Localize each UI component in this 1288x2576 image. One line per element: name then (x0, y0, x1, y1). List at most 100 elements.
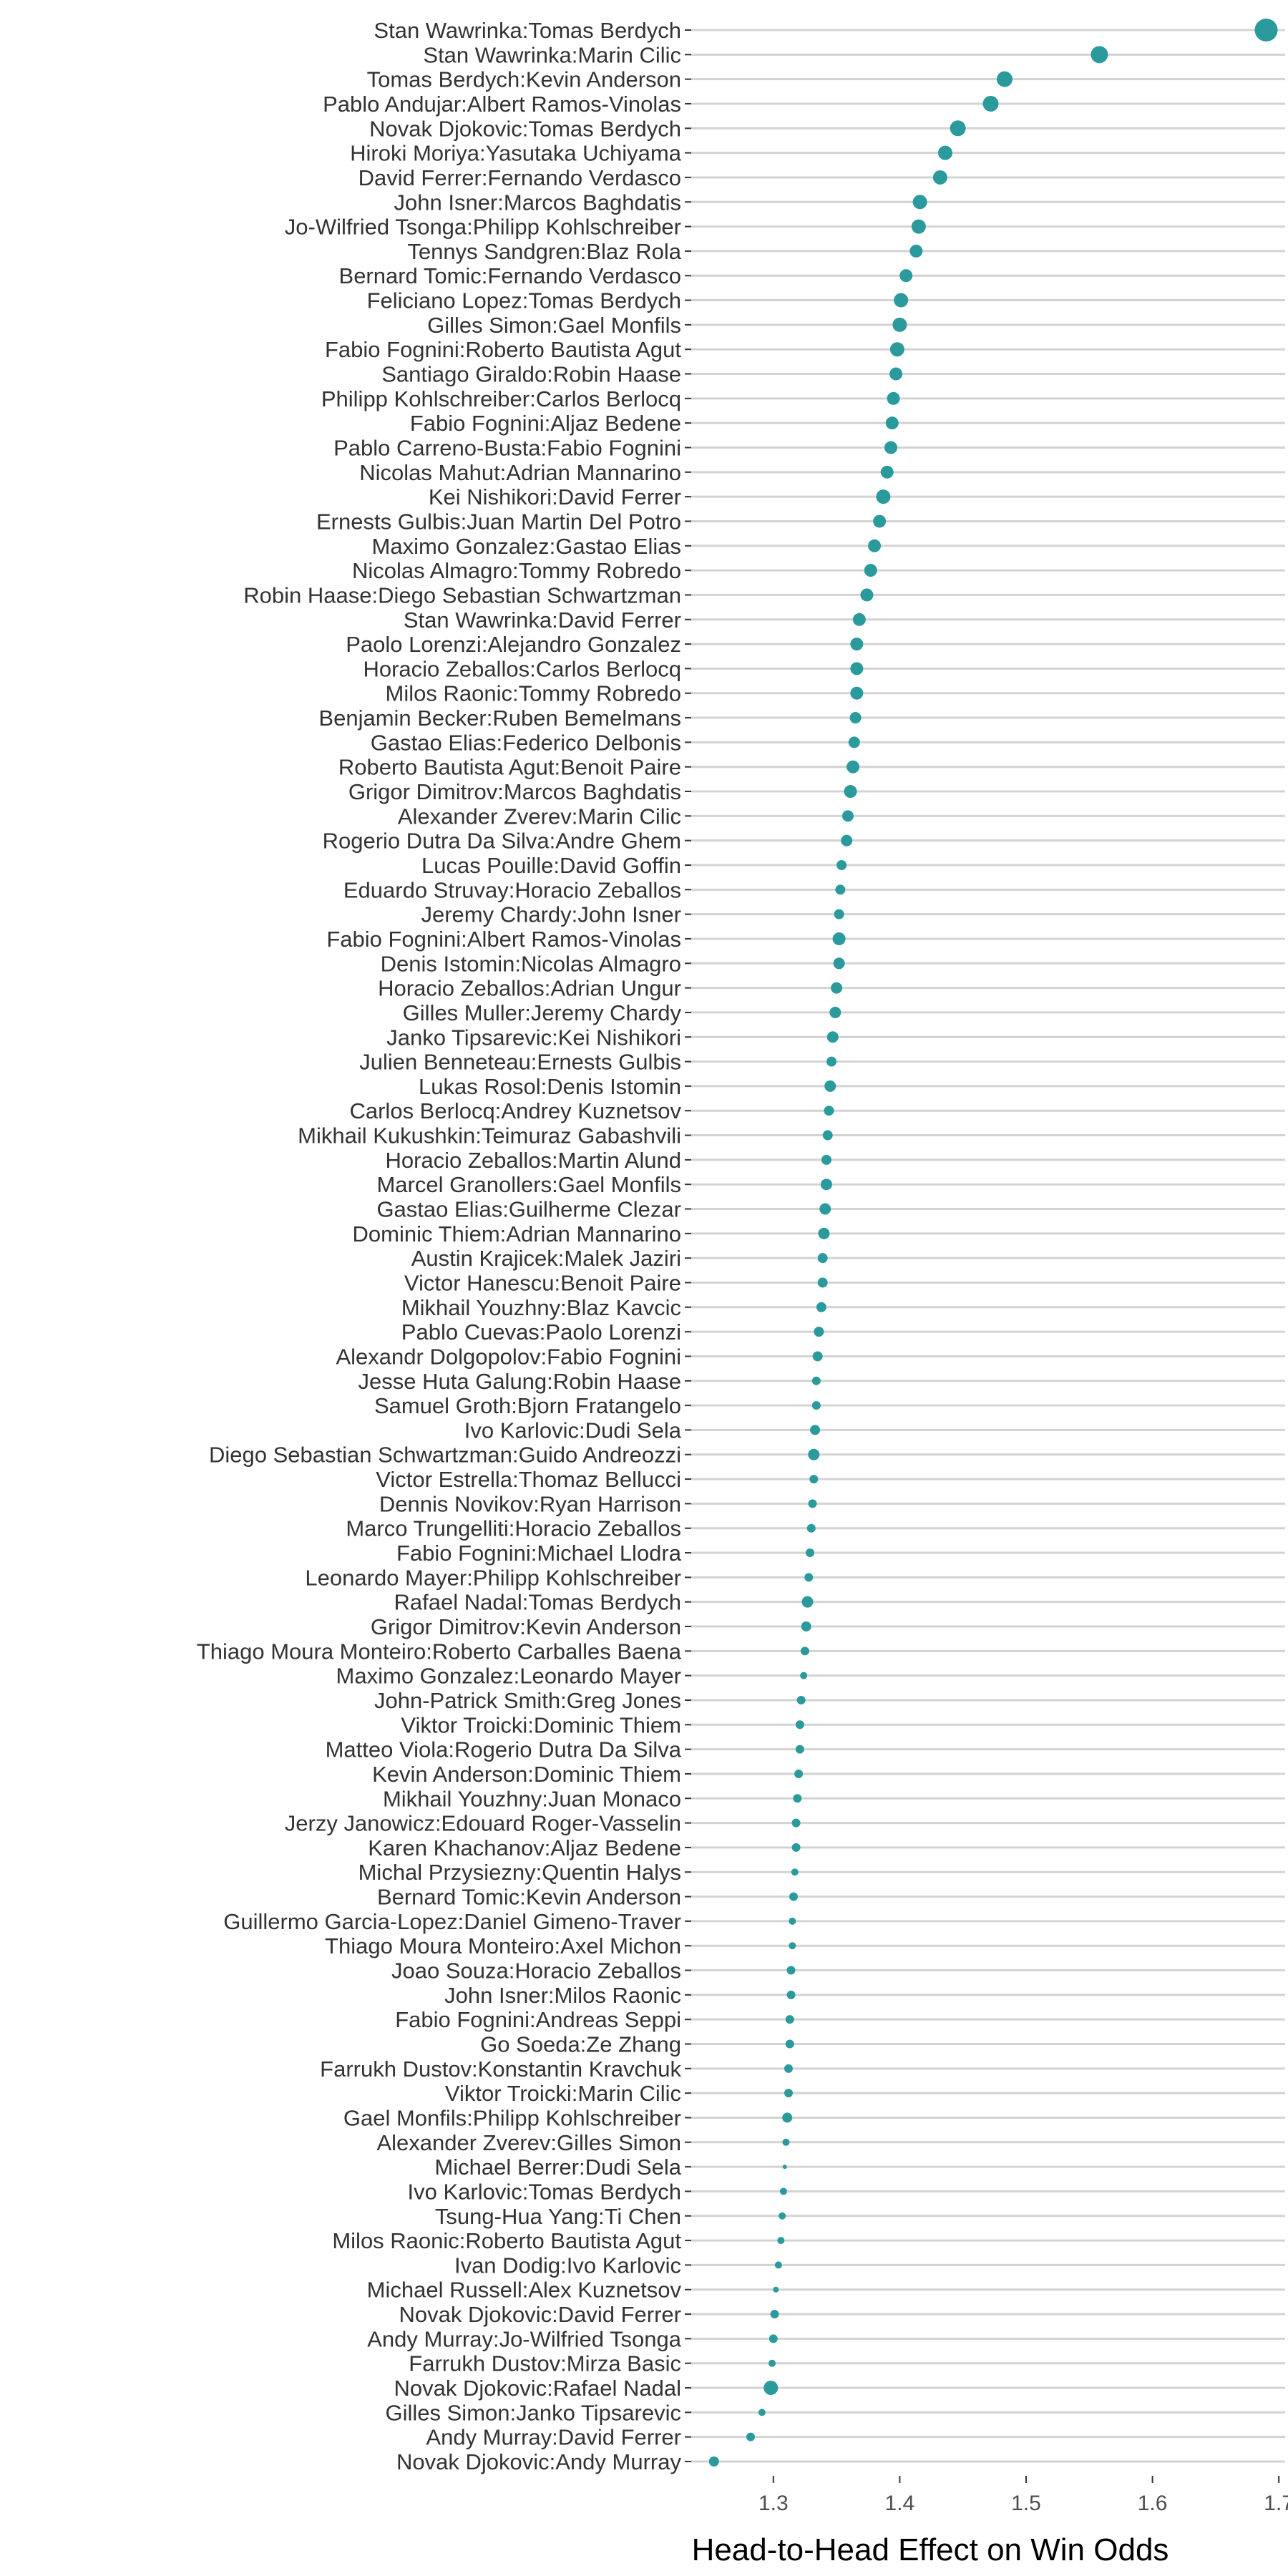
grid-lines (691, 29, 1285, 2463)
y-tick-label: Viktor Troicki:Dominic Thiem (401, 1712, 681, 1737)
data-point (887, 391, 900, 405)
data-point (800, 1672, 808, 1679)
y-tick-label: Rafael Nadal:Tomas Berdych (394, 1590, 681, 1615)
y-tick-label: Novak Djokovic:Tomas Berdych (369, 116, 681, 141)
y-tick-label: Novak Djokovic:Rafael Nadal (394, 2376, 681, 2401)
y-tick-label: Denis Istomin:Nicolas Almagro (381, 951, 681, 976)
x-tick-label: 1.6 (1138, 2492, 1168, 2515)
y-tick-label: Bernard Tomic:Fernando Verdasco (339, 263, 681, 288)
y-tick-label: Gael Monfils:Philipp Kohlschreiber (343, 2105, 681, 2130)
data-point (821, 1154, 831, 1165)
data-point (795, 1720, 804, 1729)
data-point (1091, 46, 1108, 64)
data-point (833, 957, 845, 970)
data-point (810, 1425, 821, 1435)
data-point (793, 1794, 802, 1803)
y-tick-label: Andy Murray:Jo-Wilfried Tsonga (367, 2326, 682, 2351)
data-point (786, 1966, 796, 1975)
y-tick-label: Kevin Anderson:Dominic Thiem (372, 1762, 681, 1787)
data-point (784, 2089, 793, 2098)
y-tick-label: Fabio Fognini:Aljaz Bedene (410, 411, 681, 436)
y-tick-label: Victor Hanescu:Benoit Paire (404, 1270, 681, 1295)
y-tick-label: Leonardo Mayer:Philipp Kohlschreiber (305, 1565, 681, 1590)
data-point (791, 1843, 801, 1852)
y-tick-label: Gilles Muller:Jeremy Chardy (403, 1000, 682, 1025)
y-tick-label: Pablo Andujar:Albert Ramos-Vinolas (323, 92, 681, 117)
y-tick-label: Go Soeda:Ze Zhang (480, 2032, 681, 2057)
y-tick-label: Milos Raonic:Tommy Robredo (386, 681, 681, 706)
data-point (816, 1302, 826, 1312)
data-point (844, 785, 857, 799)
data-point (996, 71, 1013, 87)
x-tick-label: 1.4 (885, 2492, 915, 2515)
data-point (836, 859, 847, 870)
data-point (847, 760, 860, 774)
y-tick-label: Matteo Viola:Rogerio Dutra Da Silva (326, 1737, 682, 1762)
y-tick-label: Maximo Gonzalez:Gastao Elias (372, 534, 681, 559)
data-point (841, 810, 854, 822)
y-tick-label: Jerzy Janowicz:Edouard Roger-Vasselin (285, 1811, 681, 1836)
y-tick-label: Fabio Fognini:Roberto Bautista Agut (325, 337, 681, 362)
y-tick-label: Michael Berrer:Dudi Sela (434, 2155, 681, 2180)
y-tick-label: Michael Russell:Alex Kuznetsov (367, 2278, 682, 2303)
y-tick-label: Karen Khachanov:Aljaz Bedene (368, 1835, 681, 1860)
y-tick-label: John Isner:Marcos Baghdatis (394, 190, 682, 215)
y-tick-label: Benjamin Becker:Ruben Bemelmans (318, 706, 681, 731)
y-tick-label: Joao Souza:Horacio Zeballos (391, 1958, 681, 1984)
y-tick-label: Tomas Berdych:Kevin Anderson (367, 67, 681, 92)
y-tick-label: John Isner:Milos Raonic (444, 1983, 681, 2008)
y-tick-label: Fabio Fognini:Andreas Seppi (395, 2007, 681, 2032)
data-point (819, 1203, 831, 1215)
y-tick-label: Nicolas Almagro:Tommy Robredo (352, 558, 681, 583)
y-tick-label: Jeremy Chardy:John Isner (421, 902, 681, 927)
data-point (1254, 19, 1278, 42)
data-point (812, 1351, 823, 1362)
y-tick-label: Lukas Rosol:Denis Istomin (419, 1074, 681, 1099)
y-tick-label: Jo-Wilfried Tsonga:Philipp Kohlschreiber (285, 215, 681, 240)
data-point (889, 342, 904, 357)
data-point (789, 1942, 796, 1950)
y-tick-label: Carlos Berlocq:Andrey Kuznetsov (349, 1098, 681, 1123)
y-tick-label: Dominic Thiem:Adrian Mannarino (353, 1221, 681, 1246)
y-tick-label: Marco Trungelliti:Horacio Zeballos (346, 1516, 681, 1541)
data-point (889, 367, 903, 381)
data-point (746, 2432, 755, 2441)
y-tick-label: Ernests Gulbis:Juan Martin Del Potro (316, 509, 681, 534)
y-tick-label: Robin Haase:Diego Sebastian Schwartzman (243, 582, 681, 608)
y-tick-label: Mikhail Youzhny:Blaz Kavcic (401, 1295, 681, 1320)
data-point (829, 1006, 841, 1018)
data-point (811, 1376, 821, 1385)
data-point (806, 1548, 814, 1558)
y-tick-label: Guillermo Garcia-Lopez:Daniel Gimeno-Tra… (223, 1909, 681, 1934)
data-point (796, 1695, 806, 1704)
data-point (864, 564, 877, 577)
data-point (899, 269, 913, 283)
data-point (831, 982, 843, 994)
data-point (909, 244, 923, 258)
data-point (892, 317, 907, 332)
data-point (850, 686, 864, 700)
y-tick-label: Stan Wawrinka:Marin Cilic (423, 42, 681, 67)
y-tick-label: Horacio Zeballos:Adrian Ungur (378, 976, 681, 1001)
data-point (850, 638, 864, 651)
data-point (884, 441, 898, 454)
data-point (769, 2334, 778, 2343)
y-tick-label: Paolo Lorenzi:Alejandro Gonzalez (346, 632, 681, 657)
y-tick-label: Alexandr Dolgopolov:Fabio Fognini (336, 1344, 681, 1369)
y-tick-label: Ivo Karlovic:Dudi Sela (464, 1418, 682, 1443)
y-tick-label: Maximo Gonzalez:Leonardo Mayer (336, 1664, 681, 1689)
data-point (894, 293, 909, 308)
data-point (832, 932, 846, 945)
y-tick-label: Pablo Carreno-Busta:Fabio Fognini (333, 435, 681, 460)
y-tick-label: Viktor Troicki:Marin Cilic (445, 2081, 681, 2106)
y-tick-label: Gastao Elias:Federico Delbonis (371, 730, 681, 755)
y-tick-label: Stan Wawrinka:David Ferrer (404, 608, 681, 633)
y-tick-label: Lucas Pouille:David Goffin (421, 853, 681, 878)
data-point (770, 2310, 779, 2319)
data-point (804, 1573, 814, 1582)
y-tick-label: Gilles Simon:Gael Monfils (427, 313, 681, 338)
data-point (808, 1448, 820, 1460)
data-point (932, 170, 947, 185)
data-point (785, 2015, 794, 2024)
x-axis-ticks: 1.3 1.4 1.5 1.6 1.7 (758, 2476, 1288, 2515)
